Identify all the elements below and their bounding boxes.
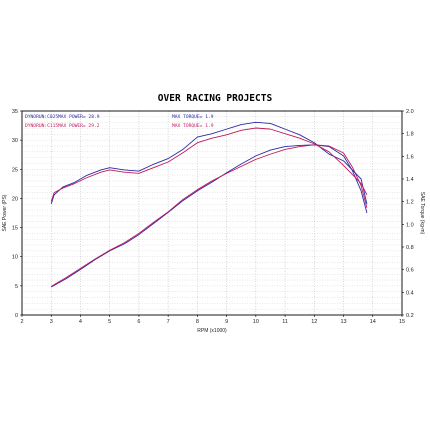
y-right-tick-label: 0.8 xyxy=(406,245,414,251)
y-right-tick-label: 2.0 xyxy=(406,109,414,115)
series-line-torque-2 xyxy=(50,121,368,205)
y-left-tick-label: 5 xyxy=(15,284,18,290)
x-tick-label: 10 xyxy=(253,319,259,325)
x-tick-label: 15 xyxy=(399,319,405,325)
y-right-tick-label: 1.8 xyxy=(406,132,414,138)
series-line-torque-3 xyxy=(50,127,368,202)
y-left-tick-label: 35 xyxy=(12,109,18,115)
series-line-power-1 xyxy=(50,144,368,287)
legend-max-power: MAX POWER= 28.9 xyxy=(58,114,100,120)
x-tick-label: 13 xyxy=(340,319,346,325)
y-right-tick-label: 1.0 xyxy=(406,222,414,228)
y-axis-left-label: SAE Power (PS) xyxy=(2,194,8,231)
legend-run: DYNORUN:C115 xyxy=(25,123,58,129)
x-tick-label: 14 xyxy=(370,319,376,325)
y-left-tick-label: 25 xyxy=(12,167,18,173)
legend-max-power: MAX POWER= 29.2 xyxy=(58,123,100,129)
tick-layer: 2 3 4 5 6 7 8 9 10 11 12 13 14 15 0 5 10 15 20 25 30 35 0.2 0.4… xyxy=(12,109,414,325)
y-right-tick-label: 0.6 xyxy=(406,268,414,274)
y-left-tick-label: 15 xyxy=(12,226,18,232)
plot-frame xyxy=(21,110,403,316)
y-right-tick-label: 1.6 xyxy=(406,154,414,160)
x-tick-label: 2 xyxy=(20,319,23,325)
x-tick-label: 11 xyxy=(282,319,288,325)
y-right-tick-label: 1.2 xyxy=(406,200,414,206)
y-left-tick-label: 20 xyxy=(12,196,18,202)
y-axis-right-label: SAE Torque (kg-m) xyxy=(419,192,425,235)
y-right-tick-label: 0.2 xyxy=(406,313,414,319)
x-tick-label: 7 xyxy=(167,319,170,325)
x-tick-label: 5 xyxy=(108,319,111,325)
legend-run: DYNORUN:C025 xyxy=(25,114,58,120)
x-tick-label: 6 xyxy=(137,319,140,325)
series-layer xyxy=(50,121,368,288)
x-tick-label: 9 xyxy=(225,319,228,325)
legend-max-torque: MAX TORQUE= 1.9 xyxy=(172,123,214,129)
y-left-tick-label: 10 xyxy=(12,255,18,261)
y-left-tick-label: 0 xyxy=(15,313,18,319)
x-tick-label: 12 xyxy=(311,319,317,325)
x-tick-label: 3 xyxy=(50,319,53,325)
legend-max-torque: MAX TORQUE= 1.9 xyxy=(172,114,214,120)
y-right-tick-label: 1.4 xyxy=(406,177,414,183)
x-axis-label: RPM (x1000) xyxy=(197,328,227,334)
x-tick-label: 4 xyxy=(79,319,82,325)
x-tick-label: 8 xyxy=(196,319,199,325)
y-right-tick-label: 0.4 xyxy=(406,290,414,296)
chart-title: OVER RACING PROJECTS xyxy=(158,93,273,104)
y-left-tick-label: 30 xyxy=(12,138,18,144)
legend: DYNORUN:C025 MAX POWER= 28.9 MAX TORQUE= 1… xyxy=(25,114,214,129)
grid-layer xyxy=(22,111,402,315)
